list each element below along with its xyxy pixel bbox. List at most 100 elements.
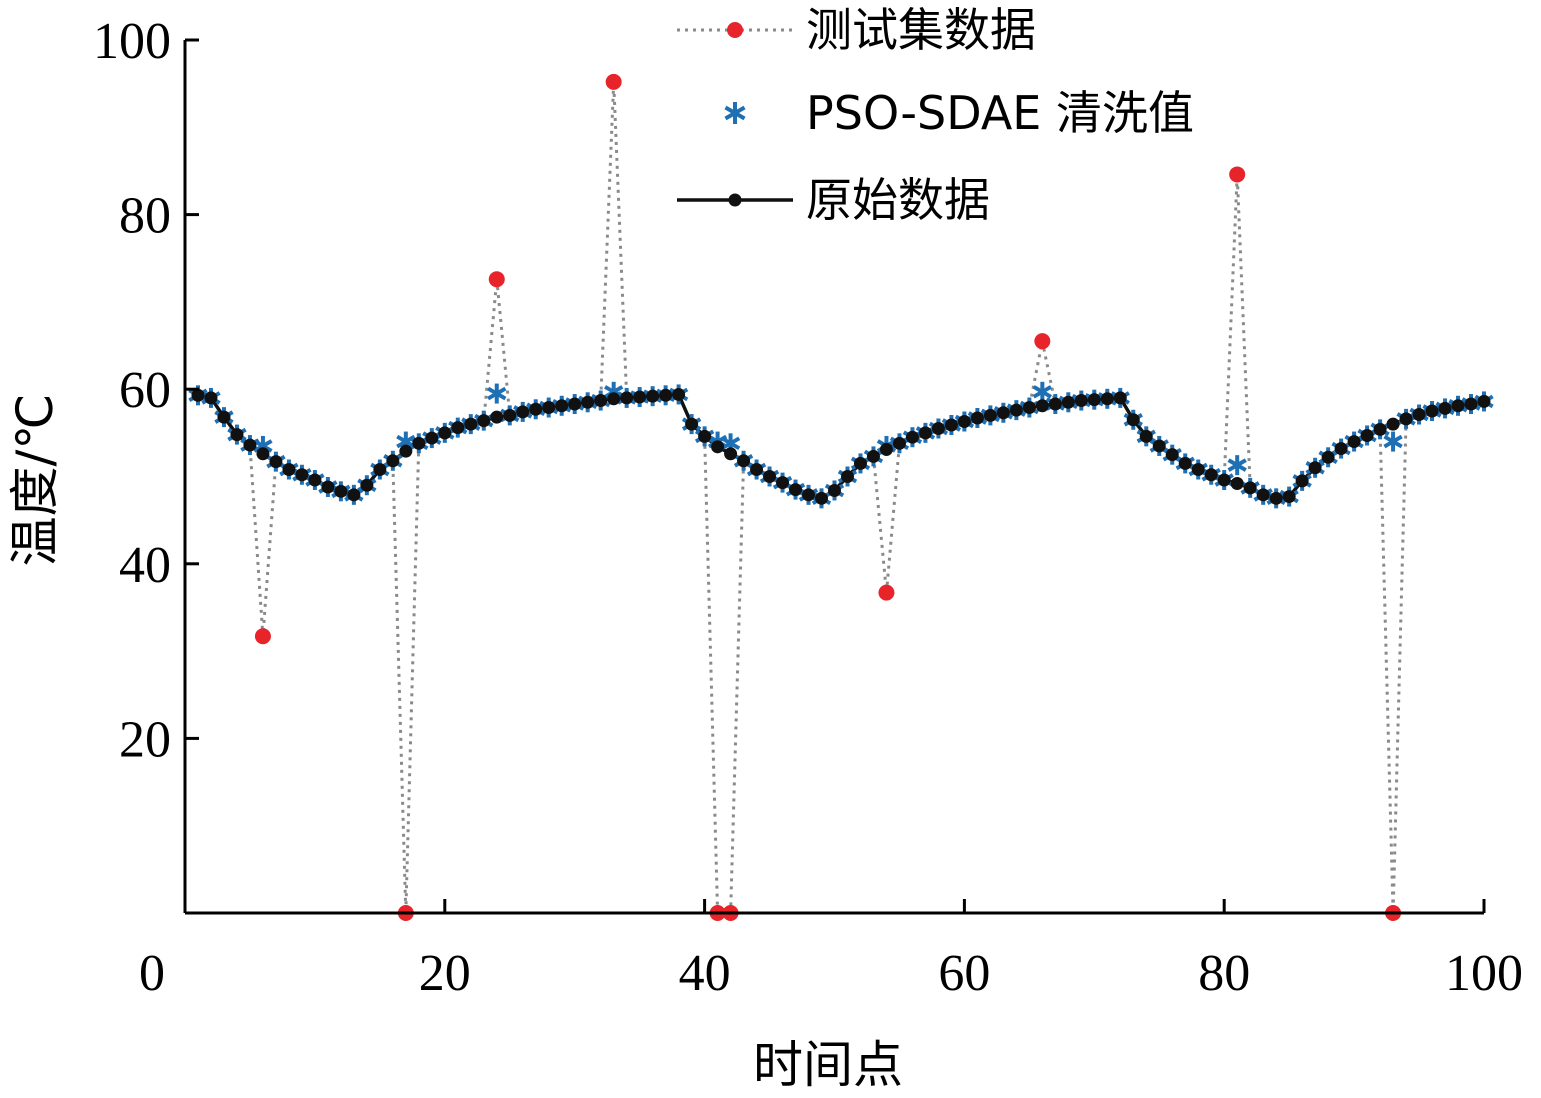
original-data-point (269, 455, 283, 469)
original-data-point (1139, 429, 1153, 443)
asterisk-stroke (720, 436, 741, 451)
original-data-point (776, 476, 790, 490)
original-data-point (737, 454, 751, 468)
test-data-point (878, 584, 895, 601)
original-data-point (477, 414, 491, 428)
test-data-point (605, 73, 622, 90)
original-data-point (464, 417, 478, 431)
original-data-point (1347, 435, 1361, 449)
original-data-point (1087, 393, 1101, 407)
original-data-point (853, 456, 867, 470)
test-data-point (1229, 166, 1246, 183)
original-data-point (1074, 394, 1088, 408)
original-data-point (243, 438, 257, 452)
original-data-point (789, 483, 803, 497)
original-data-point (1048, 397, 1062, 411)
original-data-point (918, 426, 932, 440)
axes (183, 40, 1484, 915)
original-data-point (555, 399, 569, 413)
original-data-point (334, 484, 348, 498)
y-tick-label: 100 (93, 13, 171, 70)
original-data-point (1230, 476, 1244, 490)
original-data-point (905, 430, 919, 444)
original-data-point (711, 440, 725, 454)
original-data-point (256, 447, 270, 461)
original-data-point (1035, 399, 1049, 413)
x-tick-label: 40 (679, 945, 731, 1002)
original-data-point (451, 421, 465, 435)
y-tick-label: 20 (119, 711, 171, 768)
original-data-point (1464, 397, 1478, 411)
original-data-point (815, 491, 829, 505)
original-data-point (1399, 412, 1413, 426)
legend-test-marker (727, 22, 743, 38)
original-data-point (1165, 448, 1179, 462)
original-data-point (295, 468, 309, 482)
original-data-point (724, 447, 738, 461)
original-data-point (503, 408, 517, 422)
x-tick-label: 60 (938, 945, 990, 1002)
original-data-point (983, 408, 997, 422)
original-data-point (516, 405, 530, 419)
original-data-point (1061, 395, 1075, 409)
asterisk-stroke (604, 385, 624, 399)
original-data-point (1204, 468, 1218, 482)
original-data-point (944, 418, 958, 432)
original-data-point (1438, 401, 1452, 415)
legend-label-test: 测试集数据 (806, 3, 1036, 57)
original-data-point (1295, 474, 1309, 488)
original-data-point (1269, 491, 1283, 505)
original-data-point (620, 391, 634, 405)
original-data-point (1477, 394, 1491, 408)
x-tick-label: 0 (139, 945, 165, 1002)
original-data-point (386, 454, 400, 468)
original-data-point (1386, 417, 1400, 431)
original-data-point (399, 444, 413, 458)
original-data-point (1113, 391, 1127, 405)
original-data-point (360, 478, 374, 492)
original-data-point (1022, 401, 1036, 415)
x-tick-label: 100 (1445, 945, 1523, 1002)
original-data-point (191, 388, 205, 402)
original-data-point (763, 470, 777, 483)
x-tick-label: 20 (419, 945, 471, 1002)
original-data-point (698, 429, 712, 443)
original-data-point (1191, 463, 1205, 477)
test-data-point (254, 628, 271, 645)
clean-value-point (1032, 381, 1053, 402)
legend-original-marker (728, 193, 742, 207)
original-data-point (1100, 392, 1114, 406)
original-data-point (659, 388, 673, 402)
original-data-point (892, 436, 906, 450)
asterisk-stroke (253, 439, 273, 453)
original-data-point (568, 397, 582, 411)
asterisk-stroke (487, 386, 507, 401)
original-data-point (529, 402, 543, 416)
original-data-point (996, 406, 1010, 420)
original-data-point (542, 401, 556, 415)
original-data-point (1217, 473, 1231, 487)
original-data-point (594, 394, 608, 408)
test-data-line (197, 81, 1485, 915)
original-data-point (1321, 450, 1335, 464)
x-axis-title: 时间点 (753, 1036, 903, 1094)
original-data-point (425, 431, 439, 445)
original-data-point (1373, 422, 1387, 436)
original-data-point (490, 410, 504, 424)
original-data-point (581, 395, 595, 409)
original-data-point (828, 483, 841, 497)
original-data-point (879, 442, 893, 456)
original-data-point (866, 449, 880, 463)
original-data-line (197, 392, 1485, 501)
test-data-point (1034, 333, 1051, 350)
original-data-point (282, 463, 296, 477)
original-data-point (1451, 399, 1465, 413)
plot-markers (188, 73, 1494, 921)
original-data-point (1412, 408, 1426, 422)
asterisk-stroke (724, 105, 746, 121)
original-data-point (633, 390, 647, 404)
legend-label-clean: PSO-SDAE 清洗值 (806, 86, 1194, 140)
original-data-point (373, 463, 387, 477)
